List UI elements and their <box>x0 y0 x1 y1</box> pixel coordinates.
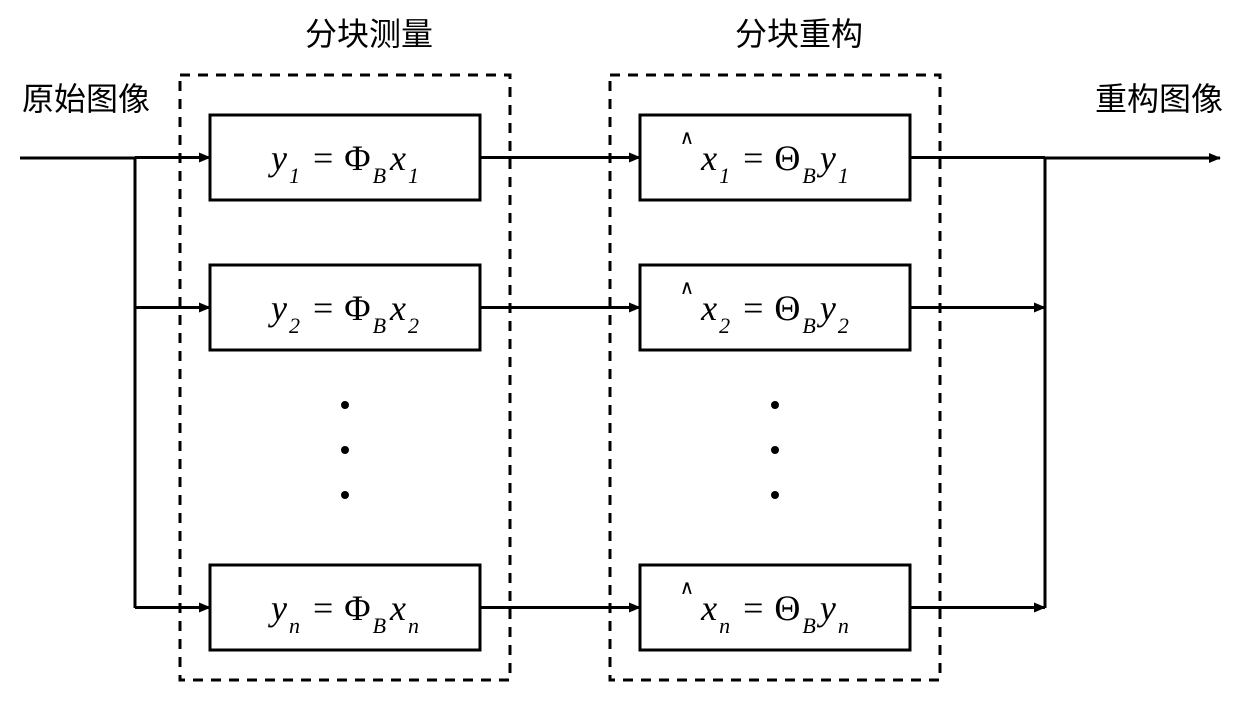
label-output: 重构图像 <box>1095 81 1223 117</box>
vdots-left-0 <box>341 401 349 409</box>
formula-right-n: xn = ΘByn <box>700 588 849 638</box>
label-left: 分块测量 <box>305 16 433 52</box>
vdots-right-0 <box>771 401 779 409</box>
vdots-left-1 <box>341 446 349 454</box>
vdots-right-2 <box>771 491 779 499</box>
formula-left-1: y1 = ΦBx1 <box>268 138 419 188</box>
vdots-left-2 <box>341 491 349 499</box>
formula-hat-n: ∧ <box>680 577 695 599</box>
vdots-right-1 <box>771 446 779 454</box>
label-input: 原始图像 <box>22 81 150 117</box>
formula-left-n: yn = ΦBxn <box>268 588 419 638</box>
label-right: 分块重构 <box>735 16 863 52</box>
formula-hat-1: ∧ <box>680 127 695 149</box>
formula-right-1: x1 = ΘBy1 <box>700 138 849 188</box>
formula-right-2: x2 = ΘBy2 <box>700 288 849 338</box>
formula-hat-2: ∧ <box>680 277 695 299</box>
formula-left-2: y2 = ΦBx2 <box>268 288 419 338</box>
